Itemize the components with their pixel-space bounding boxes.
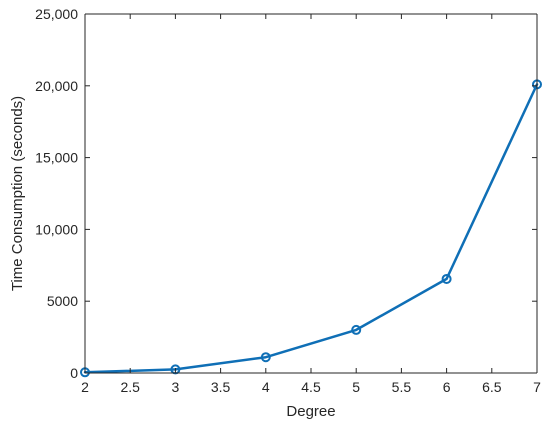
x-tick-label: 4.5 — [301, 379, 321, 395]
y-tick-label: 10,000 — [35, 221, 78, 237]
plot-background — [85, 14, 537, 373]
y-tick-label: 25,000 — [35, 6, 78, 22]
plot-area — [85, 14, 537, 373]
x-tick-label: 5.5 — [392, 379, 412, 395]
x-tick-label: 6.5 — [482, 379, 502, 395]
data-point-marker — [351, 324, 362, 335]
x-tick-label: 2 — [81, 379, 89, 395]
y-tick-label: 20,000 — [35, 78, 78, 94]
x-tick-label: 4 — [262, 379, 270, 395]
y-tick-label: 5000 — [47, 293, 78, 309]
y-axis-title: Time Consumption (seconds) — [9, 96, 26, 291]
x-tick-label: 3.5 — [211, 379, 231, 395]
x-tick-label: 6 — [443, 379, 451, 395]
x-tick-label: 3 — [172, 379, 180, 395]
x-tick-label: 2.5 — [120, 379, 140, 395]
data-point-marker — [441, 273, 452, 284]
series-line — [83, 83, 539, 374]
y-tick-label: 0 — [70, 365, 78, 381]
data-point-marker — [260, 352, 271, 363]
x-tick-label: 5 — [352, 379, 360, 395]
y-tick-label: 15,000 — [35, 150, 78, 166]
x-axis-title: Degree — [286, 403, 335, 420]
x-tick-label: 7 — [533, 379, 541, 395]
axes-layer: 2 2.5 3 3.5 4 4.5 5 5.5 6 6.5 7 0 5000 10,000 15,000 20… — [35, 6, 541, 395]
